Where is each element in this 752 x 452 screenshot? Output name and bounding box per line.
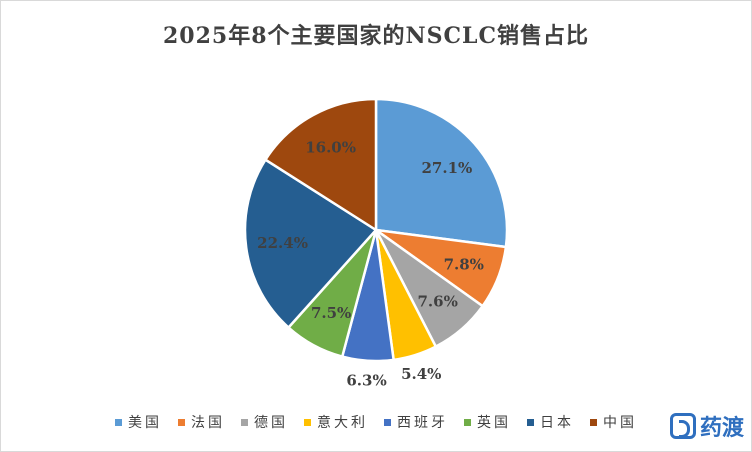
legend: 美国 法国 德国 意大利 西班牙 英国 日本 中国	[0, 412, 752, 432]
legend-swatch	[241, 418, 248, 426]
data-label: 7.8%	[444, 256, 484, 274]
pie-slice	[263, 97, 378, 233]
data-label: 5.4%	[401, 365, 441, 383]
data-label: 7.5%	[311, 304, 351, 322]
legend-entry: 西班牙	[384, 412, 448, 432]
legend-swatch	[384, 418, 391, 426]
legend-entry: 中国	[590, 412, 637, 432]
legend-entry: 美国	[115, 412, 162, 432]
pie-slice	[374, 97, 509, 249]
legend-swatch	[178, 418, 185, 426]
legend-label: 法国	[191, 415, 225, 431]
legend-label: 意大利	[317, 415, 368, 431]
legend-swatch	[527, 418, 534, 426]
legend-swatch	[304, 418, 311, 426]
legend-label: 日本	[540, 415, 574, 431]
legend-label: 德国	[254, 415, 288, 431]
legend-swatch	[115, 418, 122, 426]
data-label: 6.3%	[346, 372, 386, 390]
d-logo-icon	[669, 413, 696, 439]
chart-title: 2025年8个主要国家的NSCLC销售占比	[162, 23, 590, 49]
watermark: 药渡	[669, 410, 744, 442]
data-label: 7.6%	[417, 292, 457, 310]
legend-entry: 英国	[464, 412, 511, 432]
legend-label: 中国	[603, 415, 637, 431]
pie-slice	[243, 157, 378, 330]
legend-label: 英国	[477, 415, 511, 431]
watermark-text: 药渡	[699, 416, 744, 441]
legend-swatch	[464, 418, 471, 426]
legend-entry: 日本	[527, 412, 574, 432]
legend-label: 西班牙	[397, 415, 448, 431]
data-label: 27.1%	[421, 159, 472, 177]
legend-entry: 法国	[178, 412, 225, 432]
legend-entry: 意大利	[304, 412, 368, 432]
legend-swatch	[590, 418, 597, 426]
legend-entry: 德国	[241, 412, 288, 432]
data-label: 16.0%	[305, 138, 356, 156]
data-label: 22.4%	[257, 234, 308, 252]
legend-label: 美国	[128, 415, 162, 431]
